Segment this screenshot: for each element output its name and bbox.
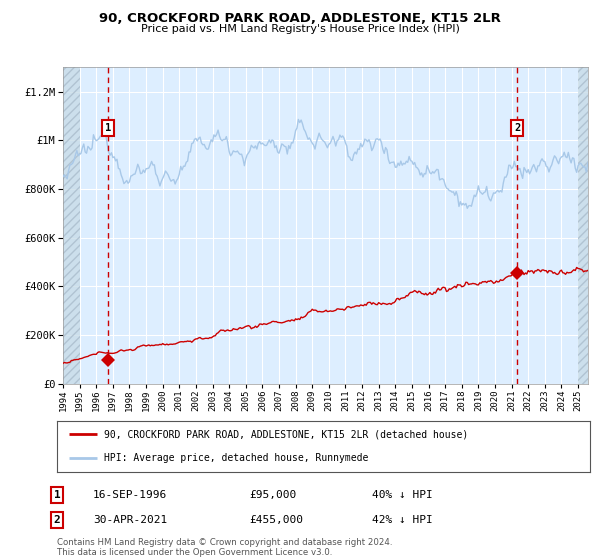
Text: £455,000: £455,000 [249,515,303,525]
Text: Contains HM Land Registry data © Crown copyright and database right 2024.
This d: Contains HM Land Registry data © Crown c… [57,538,392,557]
Text: 16-SEP-1996: 16-SEP-1996 [93,490,167,500]
Text: 2: 2 [53,515,61,525]
Text: 90, CROCKFORD PARK ROAD, ADDLESTONE, KT15 2LR (detached house): 90, CROCKFORD PARK ROAD, ADDLESTONE, KT1… [104,429,468,439]
Text: Price paid vs. HM Land Registry's House Price Index (HPI): Price paid vs. HM Land Registry's House … [140,24,460,34]
Text: 2: 2 [514,123,520,133]
Text: £95,000: £95,000 [249,490,296,500]
Text: HPI: Average price, detached house, Runnymede: HPI: Average price, detached house, Runn… [104,454,368,464]
Text: 1: 1 [105,123,111,133]
Text: 1: 1 [53,490,61,500]
Text: 42% ↓ HPI: 42% ↓ HPI [372,515,433,525]
Text: 40% ↓ HPI: 40% ↓ HPI [372,490,433,500]
Text: 30-APR-2021: 30-APR-2021 [93,515,167,525]
Text: 90, CROCKFORD PARK ROAD, ADDLESTONE, KT15 2LR: 90, CROCKFORD PARK ROAD, ADDLESTONE, KT1… [99,12,501,25]
